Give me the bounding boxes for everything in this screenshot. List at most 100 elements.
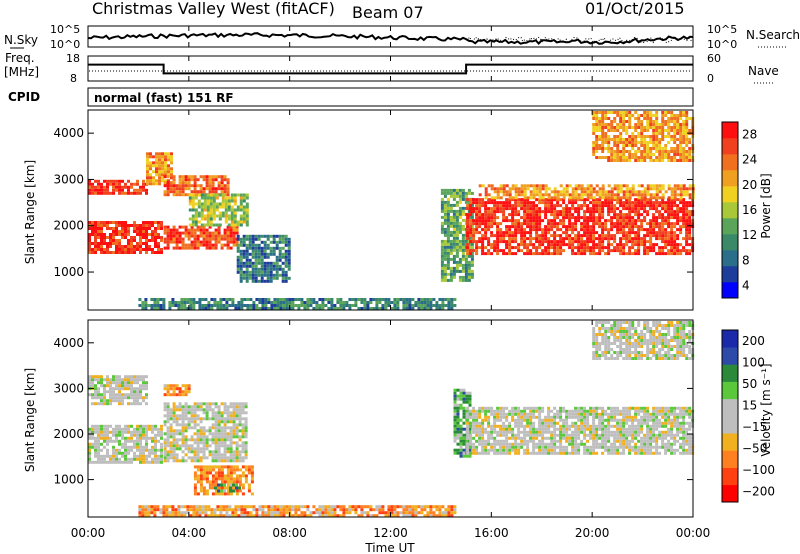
power-cell-r8 bbox=[607, 213, 611, 217]
power-cell-r6 bbox=[239, 264, 243, 268]
power-cell-r8 bbox=[571, 240, 575, 244]
power-cell-r3 bbox=[193, 228, 197, 232]
power-cell-r8 bbox=[673, 234, 677, 238]
power-cell-r7 bbox=[440, 203, 444, 207]
power-cell-r8 bbox=[667, 243, 671, 247]
velocity-cell-r2 bbox=[181, 426, 185, 430]
power-cell-r10 bbox=[646, 135, 650, 138]
velocity-cell-r2 bbox=[217, 459, 221, 463]
power-cell-r8 bbox=[682, 204, 686, 208]
power-cell-r8 bbox=[673, 213, 677, 217]
velocity-cell-r0 bbox=[148, 427, 151, 431]
power-cell-r0 bbox=[112, 233, 115, 236]
power-cell-r4 bbox=[208, 175, 212, 179]
velocity-cell-r4 bbox=[250, 465, 254, 469]
power-cell-r10 bbox=[595, 117, 599, 120]
velocity-cell-r7 bbox=[514, 409, 518, 413]
power-cell-r9 bbox=[643, 190, 647, 194]
velocity-cell-r1 bbox=[130, 381, 133, 385]
power-cell-r8 bbox=[511, 198, 515, 202]
power-cell-r8 bbox=[502, 213, 506, 217]
power-cell-r8 bbox=[625, 219, 629, 223]
velocity-cell-r4 bbox=[247, 471, 251, 475]
power-cell-r11 bbox=[354, 304, 358, 307]
velocity-cell-r2 bbox=[205, 417, 209, 421]
velocity-cell-r2 bbox=[187, 426, 191, 430]
power-cell-r7 bbox=[443, 212, 447, 216]
velocity-cell-r6 bbox=[468, 427, 472, 431]
power-cell-r10 bbox=[643, 129, 647, 132]
power-colorbar-swatch bbox=[722, 154, 738, 171]
power-cell-r4 bbox=[199, 187, 203, 191]
power-cell-r8 bbox=[637, 219, 641, 223]
power-cell-r5 bbox=[200, 205, 204, 209]
power-cell-r3 bbox=[217, 237, 221, 241]
velocity-cell-r1 bbox=[94, 390, 97, 394]
power-cell-r8 bbox=[670, 198, 674, 202]
velocity-cell-r1 bbox=[94, 393, 97, 397]
power-cell-r0 bbox=[127, 239, 130, 242]
power-cell-r8 bbox=[544, 210, 548, 214]
power-cell-r8 bbox=[583, 249, 587, 253]
power-cell-r7 bbox=[449, 257, 453, 261]
velocity-cell-r2 bbox=[199, 435, 203, 439]
velocity-cell-r2 bbox=[169, 450, 173, 454]
velocity-cell-r2 bbox=[163, 453, 167, 457]
power-cell-r0 bbox=[103, 239, 106, 242]
velocity-cell-r2 bbox=[190, 438, 194, 442]
power-cell-r11 bbox=[168, 307, 172, 310]
power-cell-r8 bbox=[655, 210, 659, 214]
power-cell-r8 bbox=[550, 240, 554, 244]
power-cell-r7 bbox=[470, 254, 474, 258]
power-cell-r10 bbox=[649, 150, 653, 153]
velocity-cell-r1 bbox=[88, 384, 91, 388]
power-cell-r0 bbox=[154, 230, 157, 233]
power-cell-r0 bbox=[148, 239, 151, 242]
power-cell-r8 bbox=[538, 228, 542, 232]
power-cell-r8 bbox=[511, 216, 515, 220]
power-cell-r7 bbox=[446, 233, 450, 237]
power-cell-r8 bbox=[559, 252, 563, 256]
power-cell-r4 bbox=[199, 175, 203, 179]
velocity-cell-r2 bbox=[178, 429, 182, 433]
power-cell-r3 bbox=[169, 240, 173, 244]
power-cell-r8 bbox=[475, 225, 479, 229]
power-cell-r11 bbox=[231, 304, 235, 307]
power-cell-r6 bbox=[263, 234, 267, 238]
power-cell-r8 bbox=[631, 231, 635, 235]
velocity-cell-r2 bbox=[244, 411, 248, 415]
power-cell-r8 bbox=[577, 204, 581, 208]
power-cell-r6 bbox=[278, 249, 282, 253]
power-cell-r0 bbox=[118, 221, 121, 224]
power-cell-r1 bbox=[121, 191, 124, 195]
power-cell-r0 bbox=[130, 245, 133, 248]
power-cell-r7 bbox=[461, 233, 465, 237]
power-cell-r10 bbox=[649, 135, 653, 138]
velocity-cell-r7 bbox=[472, 451, 476, 455]
power-cell-r3 bbox=[226, 246, 230, 250]
power-cell-r0 bbox=[136, 233, 139, 236]
velocity-cell-r1 bbox=[109, 390, 112, 394]
power-cell-r11 bbox=[219, 307, 223, 310]
velocity-cell-r1 bbox=[121, 387, 124, 391]
power-cell-r2 bbox=[161, 155, 164, 159]
power-cell-r7 bbox=[452, 215, 456, 219]
power-cell-r8 bbox=[598, 216, 602, 220]
velocity-cell-r0 bbox=[154, 445, 157, 449]
power-cell-r10 bbox=[604, 156, 608, 159]
power-cell-r9 bbox=[571, 190, 575, 194]
power-cell-r0 bbox=[100, 248, 103, 251]
power-cell-r11 bbox=[450, 307, 454, 310]
velocity-cell-r0 bbox=[157, 457, 160, 461]
velocity-cell-r0 bbox=[112, 448, 115, 452]
power-cell-r11 bbox=[405, 304, 409, 307]
power-cell-r11 bbox=[339, 298, 343, 301]
power-cell-r9 bbox=[574, 193, 578, 197]
velocity-cell-r0 bbox=[136, 448, 139, 452]
power-cell-r0 bbox=[94, 236, 97, 239]
power-cell-r8 bbox=[640, 204, 644, 208]
velocity-cell-r1 bbox=[115, 393, 118, 397]
power-cell-r0 bbox=[97, 221, 100, 224]
power-cell-r0 bbox=[118, 239, 121, 242]
power-cell-r6 bbox=[278, 267, 282, 271]
